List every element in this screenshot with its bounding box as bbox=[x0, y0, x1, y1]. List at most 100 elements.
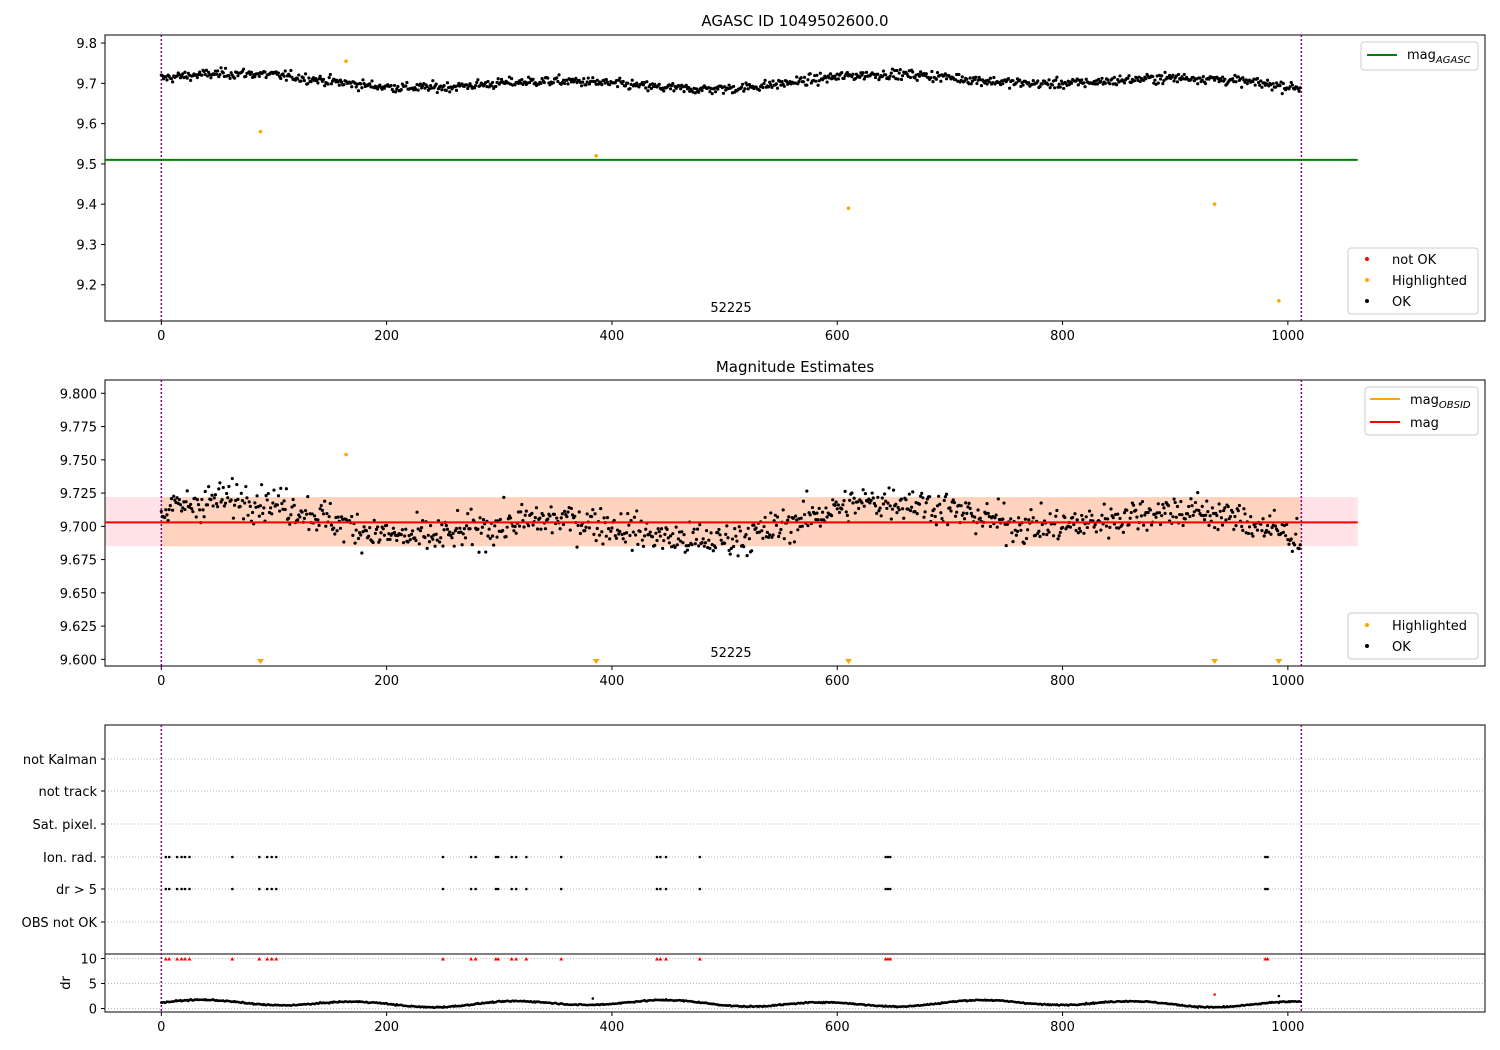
panel2-ok-point bbox=[1037, 529, 1041, 533]
panel1-ok-point bbox=[771, 79, 775, 83]
panel2-ok-point bbox=[852, 496, 856, 500]
panel2-ok-point bbox=[1087, 509, 1092, 513]
panel1-ok-point bbox=[306, 82, 310, 86]
panel2-ok-point bbox=[392, 530, 397, 535]
panel2-ok-point bbox=[461, 532, 465, 536]
panel2-ok-point bbox=[729, 546, 733, 550]
panel1-ok-point bbox=[1100, 76, 1104, 80]
panel1-ok-point bbox=[475, 80, 479, 85]
panel1-ok-point bbox=[618, 76, 622, 80]
dr-clipped-marker bbox=[257, 957, 262, 961]
panel2-ok-point bbox=[538, 516, 542, 520]
panel2-legend-points: Highlighted OK bbox=[1347, 612, 1479, 660]
panel2-ok-point bbox=[316, 518, 320, 522]
panel2-ok-point bbox=[873, 504, 878, 508]
panel2-ok-point bbox=[1051, 534, 1056, 538]
panel2-ok-point bbox=[265, 498, 269, 502]
panel2-ok-point bbox=[1029, 507, 1033, 512]
panel1-ok-point bbox=[988, 76, 993, 80]
panel2-ok-point bbox=[640, 538, 644, 542]
panel2-ok-point bbox=[718, 533, 722, 537]
panel1-ok-point bbox=[1083, 85, 1087, 89]
panel3-xtick-label: 200 bbox=[374, 1020, 399, 1035]
panel2-ok-point bbox=[1268, 514, 1272, 518]
panel2-ok-point bbox=[1207, 523, 1211, 527]
panel2-ok-point bbox=[824, 506, 828, 510]
panel2-ok-point bbox=[1128, 516, 1132, 520]
panel2-ok-point bbox=[787, 515, 791, 519]
legend-subscript: OBSID bbox=[1439, 400, 1471, 411]
panel1-ok-point bbox=[431, 79, 435, 83]
panel2-ok-point bbox=[871, 496, 875, 500]
ion-rad-flag-point bbox=[494, 855, 498, 859]
panel2-ok-point bbox=[959, 504, 963, 508]
panel2-ok-point bbox=[944, 492, 949, 496]
panel2-ok-point bbox=[577, 510, 581, 514]
panel2-ok-point bbox=[801, 499, 806, 503]
panel2-ok-point bbox=[761, 536, 765, 540]
panel2-ok-point bbox=[569, 506, 573, 511]
panel2-ok-point bbox=[1192, 510, 1196, 514]
panel1-ok-point bbox=[561, 78, 566, 82]
panel1-xtick-label: 200 bbox=[374, 329, 399, 344]
panel2-ok-point bbox=[635, 509, 639, 513]
panel2-ok-point bbox=[552, 512, 557, 516]
panel1-ok-point bbox=[337, 83, 341, 87]
panel1-ok-point bbox=[165, 78, 169, 82]
panel1-ok-point bbox=[442, 83, 446, 88]
panel2-ok-point bbox=[454, 526, 459, 531]
panel2-ok-point bbox=[336, 515, 340, 519]
panel2-ok-point bbox=[226, 496, 230, 500]
panel1-ok-point bbox=[227, 73, 231, 78]
panel2-ok-point bbox=[312, 514, 317, 518]
panel1-ok-point bbox=[743, 87, 747, 91]
panel1-xtick-label: 800 bbox=[1050, 329, 1075, 344]
panel1-ok-point bbox=[1093, 82, 1097, 86]
panel2-ok-point bbox=[665, 527, 669, 532]
panel2-ok-point bbox=[1077, 526, 1082, 531]
panel1-highlighted-point bbox=[258, 129, 263, 134]
panel2-ok-point bbox=[191, 510, 195, 514]
panel2-ok-point bbox=[1146, 510, 1150, 515]
panel2-ok-point bbox=[264, 493, 268, 498]
panel1-ok-point bbox=[486, 79, 490, 84]
panel2-ok-point bbox=[1285, 522, 1289, 527]
panel2-ok-point bbox=[673, 545, 677, 549]
panel2-ok-point bbox=[368, 526, 372, 530]
panel2-ok-point bbox=[512, 529, 516, 533]
panel1-ok-point bbox=[1281, 81, 1285, 86]
panel1-ok-point bbox=[253, 75, 257, 79]
panel2-ok-point bbox=[439, 536, 443, 540]
panel2-ok-point bbox=[272, 488, 276, 492]
panel2-ok-point bbox=[1057, 534, 1061, 538]
panel2-ok-point bbox=[870, 491, 874, 495]
panel1-ok-point bbox=[555, 76, 559, 80]
panel1-ok-point bbox=[1162, 79, 1166, 83]
panel1-ok-point bbox=[354, 85, 358, 89]
panel2-ok-point bbox=[184, 500, 188, 504]
panel2-ok-point bbox=[359, 533, 363, 537]
panel2-ok-point bbox=[1143, 513, 1147, 517]
panel2-ok-point bbox=[909, 505, 914, 509]
panel1-ok-point bbox=[528, 80, 532, 85]
panel2-ok-point bbox=[682, 533, 686, 537]
panel1-ok-point bbox=[315, 79, 319, 83]
panel2-ok-point bbox=[994, 513, 998, 517]
panel2-ok-point bbox=[261, 511, 265, 516]
panel1-ok-point bbox=[565, 78, 569, 82]
panel2-ok-point bbox=[897, 508, 901, 512]
panel2-ok-point bbox=[437, 540, 442, 544]
panel2-ok-point bbox=[1142, 523, 1146, 527]
panel1-ok-point bbox=[1265, 78, 1270, 82]
panel3-xtick-label: 600 bbox=[825, 1020, 850, 1035]
panel2-ok-point bbox=[614, 536, 619, 540]
panel1-ok-point bbox=[1057, 82, 1061, 86]
panel1-ok-point bbox=[1126, 76, 1130, 80]
panel2-ok-point bbox=[1213, 525, 1217, 530]
panel2-ok-point bbox=[655, 538, 659, 543]
panel2-ok-point bbox=[1174, 515, 1178, 519]
panel1-ok-point bbox=[1204, 82, 1208, 86]
panel1-ok-point bbox=[440, 88, 444, 92]
panel1-ok-point bbox=[1213, 78, 1217, 82]
panel1-ok-point bbox=[563, 81, 567, 86]
